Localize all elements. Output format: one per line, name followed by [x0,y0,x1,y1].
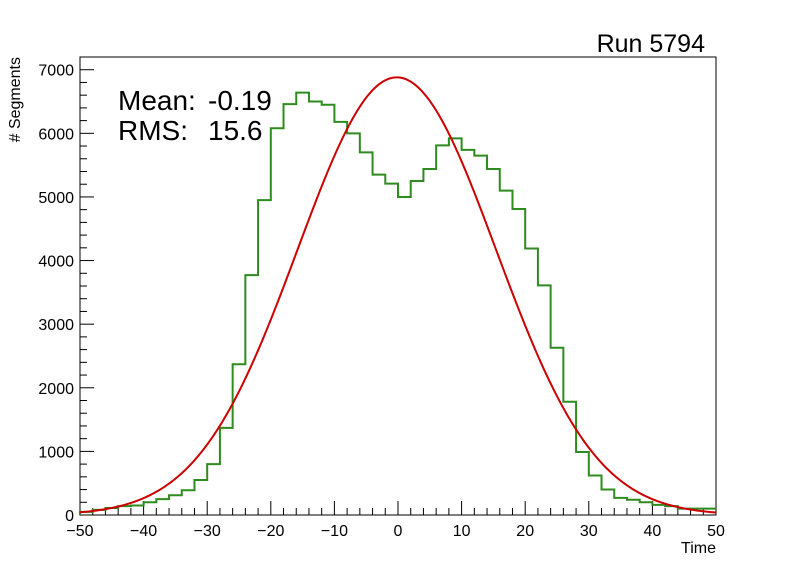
histogram-bin [538,285,551,515]
histogram-bin [602,490,615,515]
y-axis-title: # Segments [7,57,24,142]
x-tick-label: 40 [644,523,662,540]
x-tick-label: 20 [516,523,534,540]
histogram-bin [652,505,665,515]
histogram-bin [462,150,475,515]
x-tick-label: −40 [130,523,157,540]
x-axis-ticks [79,501,717,515]
y-axis-ticks [80,56,94,516]
y-tick-label: 2000 [38,381,74,398]
y-tick-label: 7000 [38,63,74,80]
histogram-bin [589,476,602,515]
mean-value: -0.19 [208,85,272,116]
histogram-bin [194,480,207,515]
x-tick-label: 30 [580,523,598,540]
histogram-bin [156,499,169,515]
y-tick-label: 4000 [38,254,74,271]
rms-label: RMS: [118,115,188,146]
x-tick-label: −10 [321,523,348,540]
histogram-bin [334,122,347,515]
histogram-bin [500,191,513,515]
histogram-bin [296,93,309,515]
histogram-bin [423,169,436,515]
x-tick-label: −50 [66,523,93,540]
histogram-bin [144,502,157,515]
histogram-bin [436,145,449,515]
series-layer [79,76,717,515]
histogram-bin [245,275,258,515]
histogram-bin [271,128,284,515]
y-tick-label: 3000 [38,317,74,334]
y-tick-label: 5000 [38,190,74,207]
histogram-bin [360,152,373,515]
y-tick-label: 1000 [38,444,74,461]
y-tick-label: 6000 [38,126,74,143]
histogram-bin [131,505,144,515]
histogram-bin [347,133,360,515]
histogram-bin [207,464,220,515]
histogram-bin [373,175,386,515]
histogram-bin [385,184,398,515]
x-tick-label: 10 [453,523,471,540]
gaussian-fit-curve [79,76,717,514]
histogram-bin [525,248,538,515]
x-axis-tick-labels: −50 −40 −30 −20 −10 0 10 20 30 40 50 [66,523,725,540]
x-tick-label: −20 [257,523,284,540]
histogram-bin [627,500,640,515]
histogram-bin [449,138,462,515]
x-tick-label: 0 [394,523,403,540]
histogram-bin [576,452,589,515]
histogram-bin [322,105,335,515]
histogram-bin [220,428,233,515]
y-tick-label: 0 [65,508,74,525]
histogram-bin [182,490,195,515]
histogram-bin [614,498,627,515]
histogram-outline [79,91,716,515]
histogram-bin [284,104,297,515]
histogram-bin [118,506,131,515]
histogram-bin [398,197,411,515]
histogram-bin [512,209,525,515]
histogram-bin [258,200,271,515]
histogram-bin [169,495,182,515]
histogram-bin [411,181,424,515]
histogram-bin [309,102,322,515]
x-tick-label: −30 [194,523,221,540]
mean-label: Mean: [118,85,196,116]
rms-value: 15.6 [208,115,263,146]
histogram-bin [640,502,653,515]
histogram-bin [487,169,500,515]
histogram-bin [233,364,246,515]
histogram-series [79,91,716,515]
histogram-bin [551,348,564,515]
x-axis-title: Time [681,540,716,557]
x-tick-label: 50 [707,523,725,540]
chart-title: Run 5794 [597,30,706,58]
y-axis-tick-labels: 0 1000 2000 3000 4000 5000 6000 7000 [38,63,74,525]
